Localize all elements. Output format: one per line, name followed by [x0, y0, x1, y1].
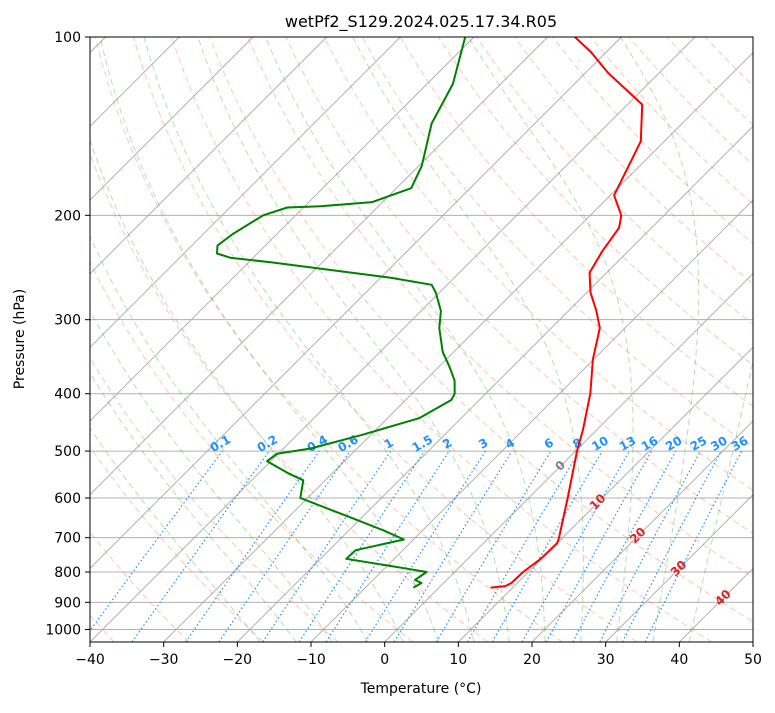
x-tick-label: −20	[223, 652, 253, 668]
x-tick-label: −10	[296, 652, 326, 668]
isotherm-line	[531, 420, 753, 642]
dry-adiabat-line	[514, 37, 753, 285]
dry-adiabat-line	[132, 37, 638, 642]
x-tick-label: 30	[597, 652, 615, 668]
y-tick-label: 600	[54, 491, 81, 507]
isotherm-line	[90, 37, 548, 496]
moist-adiabat-line	[99, 37, 439, 642]
mixing-ratio-line	[131, 450, 270, 642]
y-axis: 100 200 300 400 500 600 700 800 900 1000	[45, 30, 90, 638]
chart-title: wetPf2_S129.2024.025.17.34.R05	[285, 12, 557, 32]
x-tick-label: −40	[75, 652, 105, 668]
mixing-ratio-line	[545, 450, 653, 642]
isotherm-line	[90, 37, 696, 642]
isotherm-line	[458, 346, 753, 642]
x-tick-label: 0	[380, 652, 389, 668]
mixing-ratio-line	[298, 450, 425, 642]
isotherm-line	[237, 125, 753, 642]
moist-adiabat-line	[143, 37, 475, 642]
y-tick-label: 200	[54, 208, 81, 224]
dry-adiabat-line	[247, 37, 753, 578]
x-tick-label: 40	[670, 652, 688, 668]
x-axis: −40 −30 −20 −10 0 10 20 30 40 50	[75, 642, 762, 668]
mixing-ratio-line	[185, 450, 320, 642]
y-tick-label: 700	[54, 531, 81, 547]
mixing-ratio-line	[262, 450, 392, 642]
temperature-trace	[490, 37, 644, 589]
moist-adiabat-line	[90, 235, 369, 642]
moist-adiabat-line	[197, 37, 510, 642]
dry-adiabat-line	[90, 260, 414, 642]
y-tick-label: 400	[54, 387, 81, 403]
x-tick-label: 20	[523, 652, 541, 668]
isotherm-line	[90, 37, 475, 422]
isotherm-line	[163, 52, 753, 642]
y-tick-label: 100	[54, 30, 81, 46]
isotherm-line	[90, 37, 327, 275]
y-tick-label: 300	[54, 313, 81, 329]
x-tick-label: 50	[744, 652, 762, 668]
dry-adiabat-line	[323, 37, 753, 491]
dewpoint-trace	[216, 37, 467, 589]
dry-adiabat-line	[476, 37, 753, 325]
isotherm-line	[90, 37, 254, 201]
y-tick-label: 900	[54, 595, 81, 611]
mixing-ratio-line	[521, 450, 631, 642]
dry-adiabat-line	[209, 37, 753, 623]
x-axis-title: Temperature (°C)	[360, 681, 482, 697]
mixing-ratio-line	[644, 450, 743, 642]
moist-adiabat-line	[90, 427, 261, 642]
moist-adiabat-line	[619, 37, 700, 642]
dry-adiabat-line	[285, 37, 753, 535]
dry-adiabat-line	[94, 37, 563, 642]
isotherm-line	[90, 37, 622, 569]
dry-adiabat-line	[90, 356, 339, 642]
isotherm-line	[310, 199, 753, 642]
isotherm-line	[384, 273, 753, 642]
dry-adiabat-line	[90, 446, 264, 642]
moist-adiabat-line	[352, 37, 584, 642]
x-tick-label: 10	[449, 652, 467, 668]
x-tick-label: −30	[149, 652, 179, 668]
moist-adiabat-line	[90, 309, 333, 642]
mixing-ratio-line	[393, 450, 513, 642]
mixing-ratio-line	[572, 450, 677, 642]
y-tick-label: 1000	[45, 622, 81, 638]
dry-adiabat-line	[171, 37, 712, 642]
moist-adiabat-line	[688, 358, 753, 642]
y-tick-label: 800	[54, 565, 81, 581]
plot-frame	[89, 36, 754, 643]
moist-adiabat-line	[90, 371, 297, 642]
y-axis-title: Pressure (hPa)	[12, 289, 28, 389]
isotherm-line	[605, 494, 753, 642]
isotherm-line	[90, 37, 401, 348]
mixing-ratio-line	[90, 450, 223, 632]
mixing-ratio-line	[218, 450, 351, 642]
y-tick-label: 500	[54, 444, 81, 460]
